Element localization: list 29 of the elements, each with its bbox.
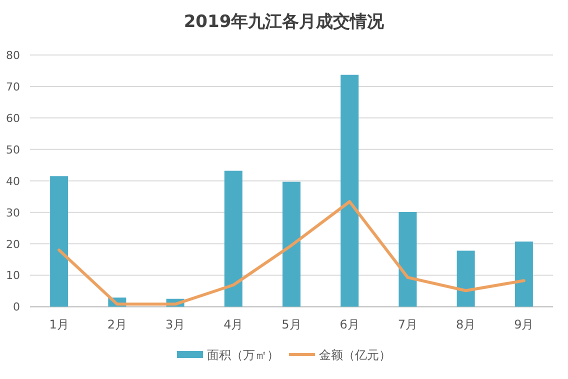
bar xyxy=(282,182,300,307)
x-tick-label: 5月 xyxy=(282,318,302,332)
bar xyxy=(224,170,242,307)
y-tick-label: 30 xyxy=(6,206,20,220)
x-tick-label: 9月 xyxy=(514,318,534,332)
y-tick-label: 20 xyxy=(6,238,20,251)
x-tick-label: 6月 xyxy=(340,318,360,332)
y-tick-label: 70 xyxy=(6,80,20,94)
x-tick-label: 7月 xyxy=(398,318,418,332)
bar xyxy=(398,212,417,307)
x-tick-label: 1月 xyxy=(49,318,69,332)
x-tick-label: 3月 xyxy=(165,318,186,332)
y-tick-label: 10 xyxy=(6,269,20,282)
x-tick-label: 8月 xyxy=(456,318,476,332)
bar xyxy=(340,74,359,307)
legend-label: 金额（亿元） xyxy=(319,348,391,362)
y-tick-label: 0 xyxy=(13,300,20,314)
line-series xyxy=(58,200,526,306)
y-tick-label: 60 xyxy=(6,112,20,125)
chart-title: 2019年九江各月成交情况 xyxy=(184,12,386,32)
y-tick-label: 80 xyxy=(6,49,20,62)
x-tick-label: 4月 xyxy=(224,318,244,332)
y-tick-label: 50 xyxy=(6,143,20,156)
y-tick-label: 40 xyxy=(6,174,20,188)
bar xyxy=(50,176,68,307)
bar xyxy=(514,242,533,307)
legend-label: 面积（万㎡） xyxy=(207,348,279,362)
x-tick-label: 2月 xyxy=(107,318,127,332)
bar xyxy=(456,250,475,307)
